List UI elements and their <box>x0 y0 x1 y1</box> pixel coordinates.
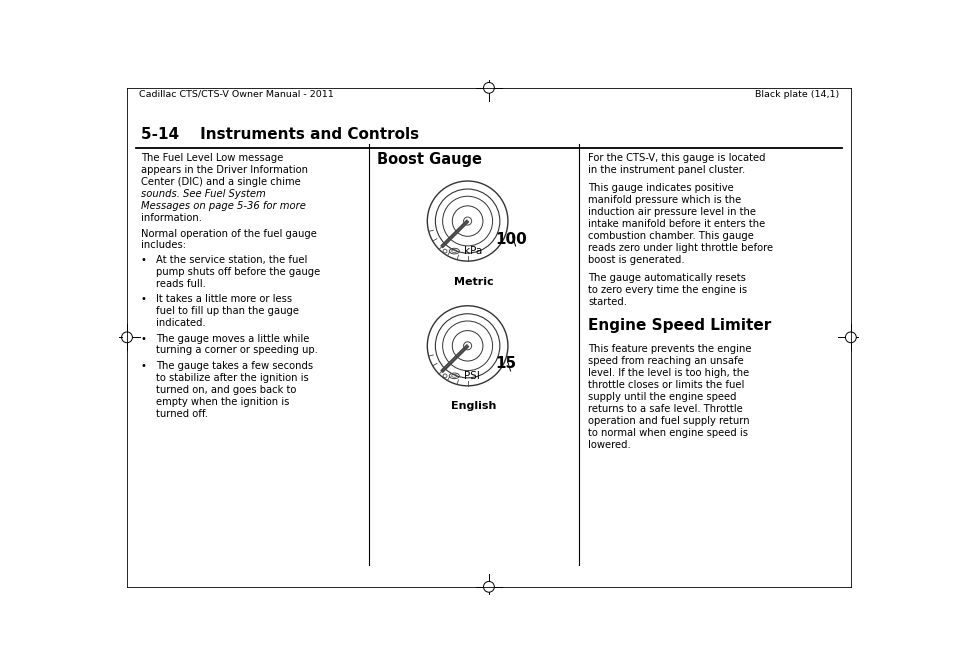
Text: information.: information. <box>141 213 202 223</box>
Text: •: • <box>141 294 147 304</box>
Text: Center (DIC) and a single chime: Center (DIC) and a single chime <box>141 177 300 187</box>
Text: sounds. See Fuel System: sounds. See Fuel System <box>141 189 266 199</box>
Text: At the service station, the fuel: At the service station, the fuel <box>156 255 308 265</box>
Text: This gauge indicates positive: This gauge indicates positive <box>587 183 733 193</box>
Text: operation and fuel supply return: operation and fuel supply return <box>587 415 749 426</box>
Text: indicated.: indicated. <box>156 318 206 328</box>
Circle shape <box>463 217 471 225</box>
Text: to stabilize after the ignition is: to stabilize after the ignition is <box>156 373 309 383</box>
Circle shape <box>463 342 471 350</box>
Text: in the instrument panel cluster.: in the instrument panel cluster. <box>587 165 744 175</box>
Text: •: • <box>141 333 147 343</box>
Text: to zero every time the engine is: to zero every time the engine is <box>587 285 746 295</box>
Text: •: • <box>141 255 147 265</box>
Text: intake manifold before it enters the: intake manifold before it enters the <box>587 219 764 229</box>
Text: English: English <box>451 401 496 411</box>
Text: The gauge moves a little while: The gauge moves a little while <box>156 333 310 343</box>
Text: The gauge automatically resets: The gauge automatically resets <box>587 273 745 283</box>
Text: 5-14    Instruments and Controls: 5-14 Instruments and Controls <box>141 126 418 142</box>
Text: reads zero under light throttle before: reads zero under light throttle before <box>587 243 773 253</box>
Text: supply until the engine speed: supply until the engine speed <box>587 392 736 402</box>
Text: empty when the ignition is: empty when the ignition is <box>156 397 290 407</box>
Text: turned on, and goes back to: turned on, and goes back to <box>156 385 296 395</box>
Text: Cadillac CTS/CTS-V Owner Manual - 2011: Cadillac CTS/CTS-V Owner Manual - 2011 <box>138 90 333 98</box>
Text: The gauge takes a few seconds: The gauge takes a few seconds <box>156 361 314 371</box>
Text: level. If the level is too high, the: level. If the level is too high, the <box>587 368 749 378</box>
Text: speed from reaching an unsafe: speed from reaching an unsafe <box>587 356 743 366</box>
Text: The Fuel Level Low message: The Fuel Level Low message <box>141 154 283 163</box>
Text: For the CTS-V, this gauge is located: For the CTS-V, this gauge is located <box>587 154 765 163</box>
Text: Normal operation of the fuel gauge: Normal operation of the fuel gauge <box>141 228 316 238</box>
Text: kPa: kPa <box>464 246 482 256</box>
Text: throttle closes or limits the fuel: throttle closes or limits the fuel <box>587 380 743 390</box>
Text: •: • <box>141 361 147 371</box>
Text: turned off.: turned off. <box>156 409 209 419</box>
Text: Engine Speed Limiter: Engine Speed Limiter <box>587 318 771 333</box>
Text: \: \ <box>512 234 516 248</box>
Text: This feature prevents the engine: This feature prevents the engine <box>587 344 751 354</box>
Text: Boost Gauge: Boost Gauge <box>377 152 482 167</box>
Text: induction air pressure level in the: induction air pressure level in the <box>587 207 756 217</box>
Text: 15: 15 <box>495 356 516 371</box>
Text: appears in the Driver Information: appears in the Driver Information <box>141 165 308 175</box>
Text: reads full.: reads full. <box>156 279 206 289</box>
Text: started.: started. <box>587 297 626 307</box>
Text: lowered.: lowered. <box>587 440 630 450</box>
Text: fuel to fill up than the gauge: fuel to fill up than the gauge <box>156 306 299 316</box>
Text: boost is generated.: boost is generated. <box>587 255 684 265</box>
Text: Metric: Metric <box>454 277 493 287</box>
Text: It takes a little more or less: It takes a little more or less <box>156 294 293 304</box>
Text: PSI: PSI <box>464 371 479 381</box>
Text: 100: 100 <box>495 232 526 246</box>
Text: Messages on page 5-36 for more: Messages on page 5-36 for more <box>141 201 306 211</box>
Text: \: \ <box>506 359 511 372</box>
Text: returns to a safe level. Throttle: returns to a safe level. Throttle <box>587 404 742 414</box>
Text: manifold pressure which is the: manifold pressure which is the <box>587 195 740 205</box>
Text: to normal when engine speed is: to normal when engine speed is <box>587 428 747 438</box>
Text: includes:: includes: <box>141 240 186 250</box>
Text: Black plate (14,1): Black plate (14,1) <box>754 90 839 98</box>
Text: combustion chamber. This gauge: combustion chamber. This gauge <box>587 231 753 241</box>
Text: pump shuts off before the gauge: pump shuts off before the gauge <box>156 267 320 277</box>
Text: turning a corner or speeding up.: turning a corner or speeding up. <box>156 345 318 355</box>
